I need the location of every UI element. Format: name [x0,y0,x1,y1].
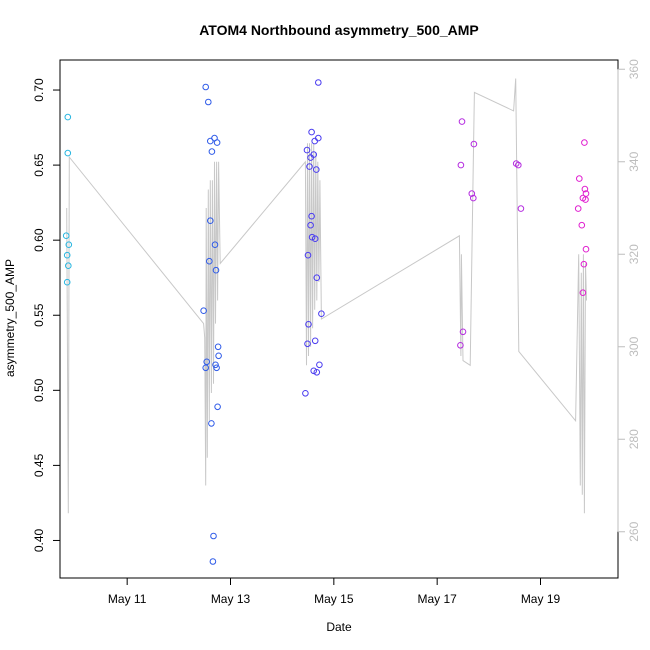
x-axis-label: Date [326,620,352,634]
data-point [214,343,222,351]
data-point [310,367,318,375]
data-point [202,83,209,91]
data-point [576,175,583,182]
data-point [213,139,221,146]
data-point [206,257,213,265]
data-point [305,321,312,328]
data-point [304,251,312,259]
y-tick-label: 0.60 [32,228,46,252]
data-point [308,128,315,136]
data-point [203,358,210,366]
data-point [457,161,465,169]
y-axis-label: asymmetry_500_AMP [3,259,17,377]
x-tick-label: May 19 [521,592,561,606]
chart-title: ATOM4 Northbound asymmetry_500_AMP [199,22,479,38]
data-point [215,352,222,360]
data-point [63,278,71,286]
y-right-tick-label: 320 [627,244,641,264]
y-right-tick-label: 280 [627,429,641,449]
data-point [581,185,589,193]
data-point [457,342,464,349]
data-point [578,221,586,229]
y-axis-right: 260 280 300 320 340 360 [617,59,641,542]
data-point [200,307,207,315]
data-point [313,369,321,376]
data-point [308,212,315,220]
y-tick-label: 0.70 [32,78,46,102]
data-point [211,241,219,248]
data-point [458,118,466,125]
data-point [470,194,477,202]
data-point [459,328,467,336]
y-tick-label: 0.50 [32,378,46,402]
data-point [65,241,73,248]
data-point [313,166,320,173]
data-point [210,532,217,540]
y-tick-label: 0.40 [32,528,46,552]
data-point [65,262,72,270]
data-point [304,340,311,348]
x-tick-label: May 15 [314,592,354,606]
series-line [66,78,587,514]
data-point [315,79,322,86]
data-point [209,558,217,565]
data-point [315,134,322,142]
data-point [302,390,309,397]
data-point [63,251,71,259]
data-point [213,364,220,372]
data-point [581,139,588,146]
data-point [311,235,319,242]
x-tick-label: May 13 [211,592,251,606]
x-axis: May 11 May 13 May 15 May 17 May 19 [108,577,561,606]
y-tick-label: 0.45 [32,453,46,477]
data-point [307,221,314,229]
y-tick-label: 0.65 [32,153,46,177]
y-right-tick-label: 340 [627,151,641,171]
y-tick-label: 0.55 [32,303,46,327]
data-point [311,137,319,145]
data-point [318,310,325,318]
y-axis: 0.40 0.45 0.50 0.55 0.60 0.65 0.70 [32,78,61,552]
data-point [208,420,215,427]
data-point [316,361,323,369]
data-point [64,149,72,157]
data-point [205,98,212,106]
data-point [62,232,70,239]
point-layer [62,79,590,565]
data-point [306,163,313,170]
data-point [212,361,219,369]
data-point [574,205,582,212]
data-point [307,154,314,161]
data-point [470,140,478,148]
plot-frame [59,59,619,579]
data-point [313,274,321,282]
data-point [582,245,590,253]
data-point [468,190,476,197]
x-tick-label: May 17 [417,592,457,606]
data-point [214,403,221,411]
data-point [207,217,214,224]
data-point [582,196,589,203]
data-point [517,205,525,212]
data-point [212,266,220,274]
data-point [515,161,522,169]
data-point [208,148,216,155]
data-point [207,137,214,145]
x-tick-label: May 11 [108,592,147,606]
data-point [64,113,72,121]
data-point [308,233,316,241]
data-point [580,260,588,268]
y-right-tick-label: 260 [627,521,641,541]
line-layer [66,78,587,514]
data-point [202,364,209,372]
y-right-tick-label: 360 [627,59,641,79]
data-point [579,289,587,297]
data-point [303,146,311,154]
data-point [311,337,319,345]
y-right-tick-label: 300 [627,336,641,356]
